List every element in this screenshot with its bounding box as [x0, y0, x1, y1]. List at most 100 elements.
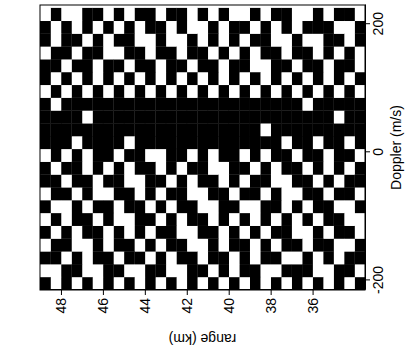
cell [92, 85, 103, 98]
cell [92, 110, 103, 123]
cell [355, 238, 365, 251]
cell [71, 200, 82, 213]
tick: 0 [365, 148, 386, 156]
cell [218, 277, 229, 290]
cell [92, 213, 103, 226]
cell [260, 46, 271, 59]
cell [344, 34, 355, 47]
cell [82, 277, 93, 290]
cell [82, 85, 93, 98]
cell [134, 136, 145, 149]
cell [113, 98, 124, 111]
cell [281, 72, 292, 85]
tick-label: 42 [179, 298, 195, 314]
cell [103, 226, 114, 239]
cell [250, 238, 261, 251]
cell [239, 226, 250, 239]
cell [218, 59, 229, 72]
cell [355, 226, 365, 239]
cell [71, 213, 82, 226]
cell [229, 187, 240, 200]
cell [208, 21, 219, 34]
cell [155, 162, 166, 175]
cell [239, 251, 250, 264]
cell [208, 136, 219, 149]
cell [355, 110, 365, 123]
cell [50, 200, 61, 213]
cell [292, 187, 303, 200]
cell [176, 98, 187, 111]
tick: 36 [305, 290, 321, 314]
cell [334, 277, 345, 290]
cell [355, 8, 365, 21]
cell [208, 98, 219, 111]
cell [40, 277, 51, 290]
cell [208, 264, 219, 277]
cell [155, 21, 166, 34]
cell [229, 149, 240, 162]
cell [71, 72, 82, 85]
cell [187, 21, 198, 34]
cell [355, 200, 365, 213]
tick: 42 [179, 290, 195, 314]
cell [113, 277, 124, 290]
cell [92, 46, 103, 59]
cell [292, 72, 303, 85]
cell [313, 46, 324, 59]
cell [208, 238, 219, 251]
cell [208, 46, 219, 59]
cell [124, 200, 135, 213]
cell [302, 98, 313, 111]
cell [50, 264, 61, 277]
cell [208, 8, 219, 21]
cell [134, 174, 145, 187]
cell [271, 251, 282, 264]
cell [355, 213, 365, 226]
cell [302, 213, 313, 226]
cell [145, 226, 156, 239]
cell [103, 149, 114, 162]
cell [145, 98, 156, 111]
cell [145, 149, 156, 162]
cell [271, 162, 282, 175]
cell [113, 162, 124, 175]
cell [271, 213, 282, 226]
cell [61, 123, 72, 136]
cell [281, 238, 292, 251]
cell [271, 277, 282, 290]
cell [61, 200, 72, 213]
cell [113, 174, 124, 187]
cell [355, 123, 365, 136]
cell [313, 264, 324, 277]
cell [323, 226, 334, 239]
cell [40, 85, 51, 98]
tick-mark [313, 290, 314, 295]
cell [166, 213, 177, 226]
cell [302, 21, 313, 34]
cell [134, 21, 145, 34]
cell [166, 187, 177, 200]
cell [344, 226, 355, 239]
cell [334, 264, 345, 277]
cell [61, 162, 72, 175]
cell [313, 187, 324, 200]
cell [218, 251, 229, 264]
cell [250, 8, 261, 21]
cell [355, 85, 365, 98]
cell [61, 98, 72, 111]
cell [197, 136, 208, 149]
cell [187, 85, 198, 98]
cell [302, 187, 313, 200]
cell [292, 85, 303, 98]
cell [187, 174, 198, 187]
cell [50, 98, 61, 111]
cell [103, 123, 114, 136]
cell [239, 213, 250, 226]
cell [229, 59, 240, 72]
cell [197, 110, 208, 123]
cell [271, 226, 282, 239]
cell [71, 98, 82, 111]
cell [71, 187, 82, 200]
cell [124, 174, 135, 187]
cell [187, 98, 198, 111]
